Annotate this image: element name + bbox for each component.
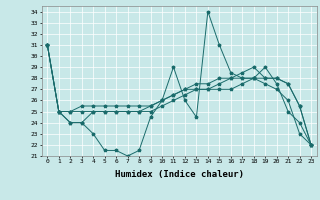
X-axis label: Humidex (Indice chaleur): Humidex (Indice chaleur) bbox=[115, 170, 244, 179]
